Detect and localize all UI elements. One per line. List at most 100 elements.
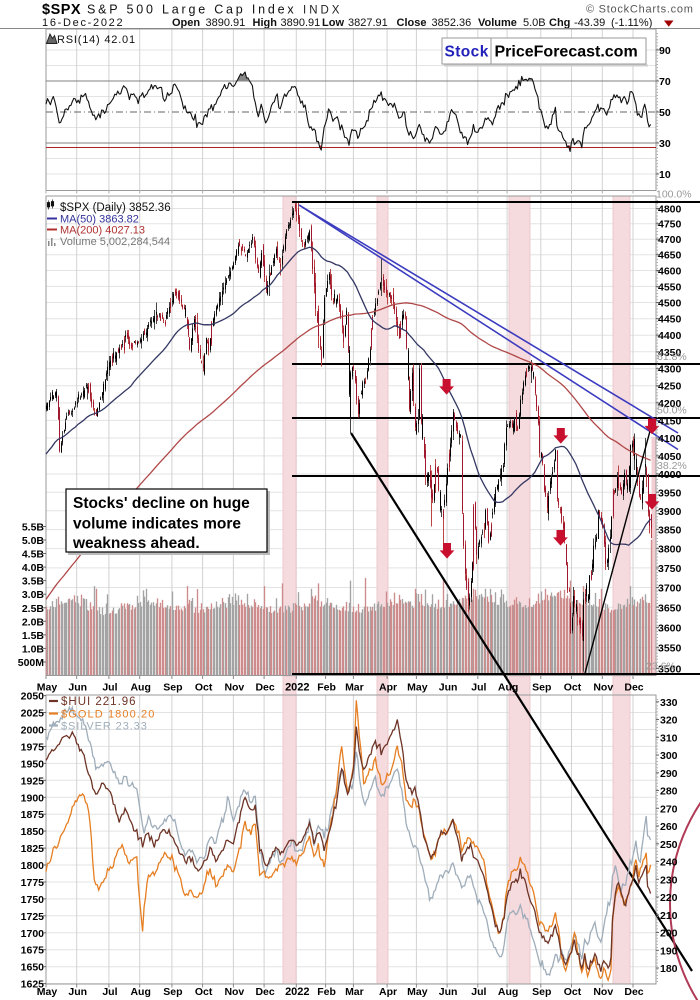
svg-text:Aug: Aug bbox=[130, 682, 150, 694]
svg-text:$SPX: $SPX bbox=[42, 2, 81, 18]
svg-text:Mar: Mar bbox=[345, 986, 364, 998]
svg-text:50.0%: 50.0% bbox=[657, 405, 687, 417]
svg-text:100.0%: 100.0% bbox=[656, 189, 692, 201]
svg-text:3800: 3800 bbox=[658, 544, 682, 556]
svg-text:3700: 3700 bbox=[658, 582, 682, 594]
svg-text:1650: 1650 bbox=[21, 962, 45, 974]
svg-text:Mar: Mar bbox=[345, 682, 364, 694]
svg-text:4.0B: 4.0B bbox=[22, 562, 45, 574]
svg-text:500M: 500M bbox=[18, 657, 45, 669]
svg-text:Nov: Nov bbox=[224, 986, 244, 998]
svg-text:Feb: Feb bbox=[317, 986, 336, 998]
svg-text:61.8%: 61.8% bbox=[657, 351, 687, 363]
svg-text:1.5B: 1.5B bbox=[22, 630, 45, 642]
svg-text:Volume 5,002,284,544: Volume 5,002,284,544 bbox=[60, 236, 170, 248]
svg-text:1725: 1725 bbox=[21, 911, 45, 923]
svg-text:70: 70 bbox=[659, 76, 671, 88]
svg-text:3950: 3950 bbox=[658, 487, 682, 499]
svg-text:4700: 4700 bbox=[658, 234, 682, 246]
svg-text:4000: 4000 bbox=[658, 469, 682, 481]
svg-text:PriceForecast.com: PriceForecast.com bbox=[495, 44, 638, 61]
svg-text:Sep: Sep bbox=[163, 986, 182, 998]
svg-text:200: 200 bbox=[660, 928, 678, 940]
svg-text:180: 180 bbox=[660, 963, 678, 975]
svg-text:1950: 1950 bbox=[21, 758, 45, 770]
svg-text:Apr: Apr bbox=[379, 986, 397, 998]
svg-text:4100: 4100 bbox=[658, 433, 682, 445]
svg-text:$SPX (Daily) 3852.36: $SPX (Daily) 3852.36 bbox=[60, 202, 171, 214]
svg-text:4400: 4400 bbox=[658, 330, 682, 342]
svg-text:Oct: Oct bbox=[195, 986, 213, 998]
svg-text:4650: 4650 bbox=[658, 250, 682, 262]
svg-text:Sep: Sep bbox=[532, 986, 551, 998]
svg-text:3850: 3850 bbox=[658, 525, 682, 537]
svg-text:250: 250 bbox=[660, 839, 678, 851]
svg-text:190: 190 bbox=[660, 945, 678, 957]
svg-text:1850: 1850 bbox=[21, 826, 45, 838]
svg-text:2022: 2022 bbox=[285, 986, 309, 998]
svg-text:4450: 4450 bbox=[658, 314, 682, 326]
svg-text:RSI(14) 42.01: RSI(14) 42.01 bbox=[57, 34, 136, 46]
svg-text:240: 240 bbox=[660, 857, 678, 869]
svg-text:2050: 2050 bbox=[21, 691, 45, 703]
svg-text:Oct: Oct bbox=[564, 682, 582, 694]
svg-text:3650: 3650 bbox=[658, 602, 682, 614]
svg-text:Jun: Jun bbox=[68, 986, 87, 998]
svg-text:Sep: Sep bbox=[163, 682, 182, 694]
svg-text:Jun: Jun bbox=[439, 682, 458, 694]
svg-text:$SILVER 23.33: $SILVER 23.33 bbox=[61, 721, 148, 733]
svg-text:Stocks' decline on huge: Stocks' decline on huge bbox=[73, 495, 250, 512]
svg-text:3550: 3550 bbox=[658, 643, 682, 655]
svg-text:1700: 1700 bbox=[21, 928, 45, 940]
svg-text:Aug: Aug bbox=[130, 986, 150, 998]
svg-text:1825: 1825 bbox=[21, 843, 45, 855]
svg-text:1925: 1925 bbox=[21, 775, 45, 787]
svg-text:4050: 4050 bbox=[658, 451, 682, 463]
svg-text:4600: 4600 bbox=[658, 265, 682, 277]
svg-text:320: 320 bbox=[660, 715, 678, 727]
svg-text:3.5B: 3.5B bbox=[22, 576, 45, 588]
svg-text:5.5B: 5.5B bbox=[22, 521, 45, 533]
svg-text:MA(200) 4027.13: MA(200) 4027.13 bbox=[60, 225, 145, 237]
svg-text:1750: 1750 bbox=[21, 894, 45, 906]
svg-text:4200: 4200 bbox=[658, 398, 682, 410]
svg-text:INDX: INDX bbox=[303, 5, 342, 17]
svg-text:1900: 1900 bbox=[21, 792, 45, 804]
svg-text:Nov: Nov bbox=[593, 986, 613, 998]
svg-text:Feb: Feb bbox=[317, 682, 336, 694]
svg-text:310: 310 bbox=[660, 732, 678, 744]
svg-text:© StockCharts.com: © StockCharts.com bbox=[586, 4, 694, 16]
svg-text:Dec: Dec bbox=[255, 682, 274, 694]
svg-text:1975: 1975 bbox=[21, 741, 45, 753]
svg-text:210: 210 bbox=[660, 910, 678, 922]
svg-text:2.0B: 2.0B bbox=[22, 616, 45, 628]
svg-text:4550: 4550 bbox=[658, 281, 682, 293]
svg-text:May: May bbox=[407, 986, 428, 998]
svg-text:volume indicates more: volume indicates more bbox=[73, 516, 241, 533]
svg-text:10: 10 bbox=[659, 169, 671, 181]
svg-text:1675: 1675 bbox=[21, 945, 45, 957]
svg-text:Jun: Jun bbox=[439, 986, 458, 998]
svg-text:3750: 3750 bbox=[658, 563, 682, 575]
svg-text:Apr: Apr bbox=[379, 682, 397, 694]
svg-text:5.0B: 5.0B bbox=[22, 535, 45, 547]
svg-text:May: May bbox=[37, 682, 58, 694]
svg-text:May: May bbox=[37, 986, 58, 998]
svg-text:Oct: Oct bbox=[195, 682, 213, 694]
svg-text:330: 330 bbox=[660, 697, 678, 709]
svg-text:MA(50) 3863.82: MA(50) 3863.82 bbox=[60, 214, 139, 226]
svg-text:260: 260 bbox=[660, 821, 678, 833]
svg-text:16-Dec-2022: 16-Dec-2022 bbox=[42, 17, 124, 29]
svg-text:Nov: Nov bbox=[224, 682, 244, 694]
svg-text:300: 300 bbox=[660, 750, 678, 762]
svg-text:3.0B: 3.0B bbox=[22, 589, 45, 601]
svg-text:Dec: Dec bbox=[624, 682, 643, 694]
svg-text:290: 290 bbox=[660, 768, 678, 780]
svg-text:230: 230 bbox=[660, 874, 678, 886]
svg-text:4750: 4750 bbox=[658, 219, 682, 231]
svg-text:Dec: Dec bbox=[624, 986, 643, 998]
svg-text:4350: 4350 bbox=[658, 347, 682, 359]
svg-text:2.5B: 2.5B bbox=[22, 603, 45, 615]
svg-text:50: 50 bbox=[659, 107, 671, 119]
